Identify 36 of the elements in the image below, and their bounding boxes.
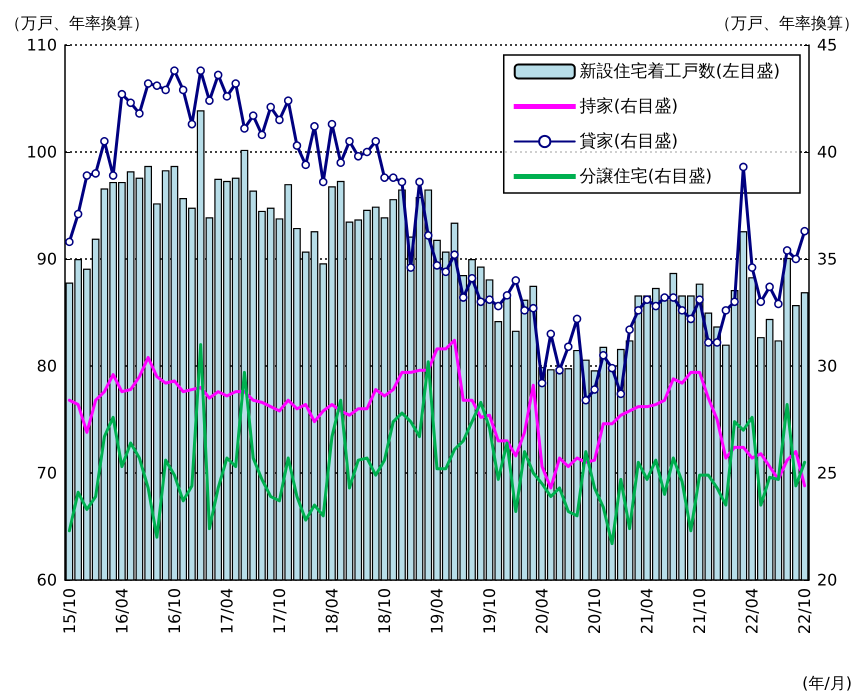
x-axis-title: (年/月) bbox=[802, 674, 852, 692]
x-tick-label: 16/10 bbox=[164, 588, 184, 634]
x-tick-label: 19/04 bbox=[428, 588, 446, 634]
line-series bbox=[68, 338, 806, 490]
legend-label: 新設住宅着工戸数(左目盛) bbox=[580, 62, 780, 82]
y2-tick-label: 30 bbox=[817, 356, 838, 376]
legend-label: 貸家(右目盛) bbox=[580, 132, 678, 152]
y-tick-label: 60 bbox=[36, 570, 57, 590]
x-tick-label: 16/04 bbox=[112, 588, 132, 634]
y-tick-label: 100 bbox=[26, 142, 57, 162]
x-tick-label: 22/10 bbox=[795, 588, 814, 634]
x-tick-label: 19/10 bbox=[480, 588, 500, 634]
x-tick-label: 17/10 bbox=[270, 588, 289, 634]
y2-tick-label: 40 bbox=[817, 142, 838, 162]
legend-label: 持家(右目盛) bbox=[580, 96, 678, 116]
y-tick-label: 110 bbox=[26, 36, 57, 54]
legend-label: 分譲住宅(右目盛) bbox=[580, 166, 712, 186]
x-tick-label: 15/10 bbox=[60, 588, 79, 634]
line-series bbox=[68, 343, 806, 546]
x-tick-label: 21/04 bbox=[638, 588, 657, 634]
y2-tick-label: 20 bbox=[817, 570, 838, 590]
y-tick-label: 70 bbox=[36, 464, 57, 482]
x-tick-label: 17/04 bbox=[217, 588, 236, 634]
y2-tick-label: 35 bbox=[817, 250, 838, 268]
x-tick-label: 20/04 bbox=[532, 588, 552, 634]
x-tick-label: 20/10 bbox=[585, 588, 604, 634]
x-tick-label: 21/10 bbox=[690, 588, 710, 634]
y2-tick-label: 45 bbox=[817, 36, 838, 54]
y-axis-title: （万戸、年率換算） bbox=[5, 14, 149, 32]
y-tick-label: 90 bbox=[36, 250, 57, 268]
y2-tick-label: 25 bbox=[817, 464, 838, 482]
x-tick-label: 22/04 bbox=[742, 588, 762, 634]
x-tick-label: 18/10 bbox=[374, 588, 394, 634]
y2-axis-title: （万戸、年率換算） bbox=[715, 14, 859, 32]
x-tick-label: 18/04 bbox=[322, 588, 342, 634]
y-tick-label: 80 bbox=[36, 356, 57, 376]
